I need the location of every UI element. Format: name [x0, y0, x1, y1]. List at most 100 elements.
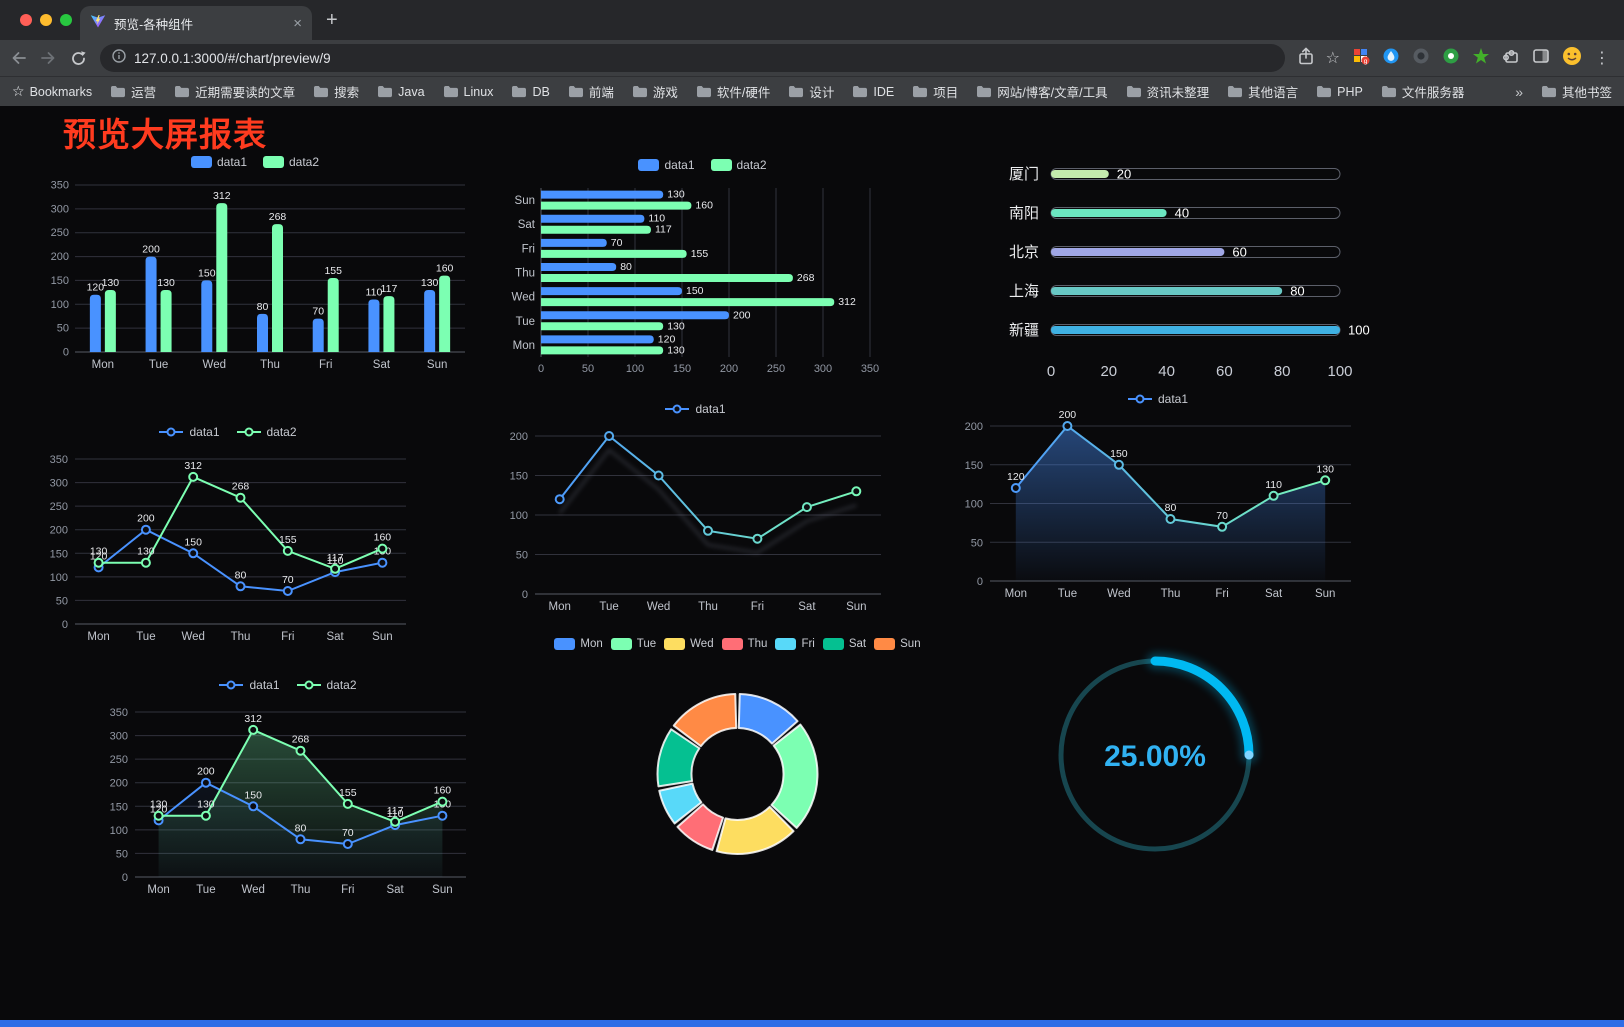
- bookmark-folder[interactable]: 项目: [912, 82, 958, 101]
- svg-text:150: 150: [244, 789, 262, 801]
- reload-button[interactable]: [70, 50, 87, 67]
- svg-text:Sun: Sun: [427, 359, 447, 371]
- svg-text:g: g: [1364, 58, 1368, 65]
- extension-icon-drop[interactable]: [1382, 47, 1400, 70]
- svg-text:312: 312: [213, 190, 231, 202]
- legend-item[interactable]: data1: [664, 402, 726, 416]
- horizontal-bar-chart[interactable]: 0 50 100 150 200 250 300 350 Mon 120 130 Tue 200 130 W…: [505, 154, 900, 379]
- bookmark-folder[interactable]: 网站/博客/文章/工具: [976, 82, 1108, 101]
- bookmark-folder[interactable]: 软件/硬件: [696, 82, 770, 101]
- extension-icon-grid[interactable]: g: [1352, 47, 1370, 70]
- browser-tab[interactable]: 预览-各种组件 ×: [80, 6, 312, 40]
- svg-text:100: 100: [51, 299, 69, 311]
- legend-item[interactable]: data1: [1127, 392, 1188, 406]
- svg-text:Wed: Wed: [181, 631, 204, 643]
- extensions-puzzle-icon[interactable]: [1502, 47, 1520, 70]
- traffic-light-minimize[interactable]: [40, 14, 52, 26]
- new-tab-button[interactable]: +: [326, 9, 338, 31]
- gradient-line-chart[interactable]: 0 50 100 150 200 Mon Tue Wed Thu Fri Sat Sun data1: [495, 398, 895, 616]
- area-line-chart[interactable]: 0 50 100 150 200 Mon Tue Wed Thu Fri Sat Sun 120 200 1…: [950, 388, 1365, 603]
- svg-text:25.00%: 25.00%: [1104, 740, 1206, 773]
- bookmark-star-icon[interactable]: ☆: [1325, 50, 1340, 67]
- svg-text:50: 50: [582, 363, 594, 375]
- gauge-chart[interactable]: 25.00%: [1040, 640, 1270, 870]
- svg-text:110: 110: [1265, 479, 1282, 491]
- svg-text:80: 80: [235, 569, 247, 581]
- svg-text:155: 155: [324, 265, 342, 277]
- traffic-light-fullscreen[interactable]: [60, 14, 72, 26]
- legend-item[interactable]: data2: [710, 158, 767, 172]
- legend-item[interactable]: Wed: [664, 638, 714, 650]
- chart-legend: data1 data2: [95, 678, 480, 692]
- bookmark-folder[interactable]: IDE: [852, 85, 894, 99]
- share-icon[interactable]: [1298, 47, 1314, 70]
- svg-text:130: 130: [1316, 463, 1334, 475]
- address-url[interactable]: 127.0.0.1:3000/#/chart/preview/9: [134, 50, 331, 66]
- svg-text:312: 312: [184, 460, 202, 472]
- bottom-accent-strip: [0, 1020, 1624, 1027]
- svg-text:Sat: Sat: [386, 884, 404, 896]
- svg-text:Mon: Mon: [1005, 588, 1027, 600]
- legend-item[interactable]: data1: [190, 155, 247, 169]
- bookmark-folder[interactable]: 运营: [110, 82, 156, 101]
- multi-line-chart[interactable]: 0 50 100 150 200 250 300 350 Mon Tue Wed Thu Fri Sat S…: [35, 421, 420, 646]
- traffic-light-close[interactable]: [20, 14, 32, 26]
- extension-icon-green-dot[interactable]: [1442, 47, 1460, 70]
- other-bookmarks-folder[interactable]: 其他书签: [1541, 82, 1612, 101]
- svg-text:110: 110: [387, 808, 404, 820]
- svg-text:70: 70: [611, 237, 623, 249]
- bookmark-folder[interactable]: PHP: [1316, 85, 1363, 99]
- bookmark-folder[interactable]: DB: [511, 85, 550, 99]
- bookmark-folder[interactable]: 其他语言: [1227, 82, 1298, 101]
- svg-text:100: 100: [1327, 363, 1352, 380]
- legend-item[interactable]: Thu: [721, 638, 767, 650]
- svg-text:300: 300: [110, 731, 128, 743]
- address-bar[interactable]: 127.0.0.1:3000/#/chart/preview/9: [100, 44, 1285, 72]
- svg-text:200: 200: [197, 766, 215, 778]
- bookmark-folder[interactable]: 前端: [568, 82, 614, 101]
- bookmark-folder[interactable]: 设计: [788, 82, 834, 101]
- grouped-bar-chart[interactable]: 0 50 100 150 200 250 300 350 Mon 120 130 Tue 200 130 W…: [35, 151, 475, 376]
- legend-item[interactable]: Sun: [874, 638, 921, 650]
- back-button[interactable]: [10, 50, 27, 66]
- legend-item[interactable]: Sat: [822, 638, 866, 650]
- legend-item[interactable]: data2: [236, 425, 297, 439]
- bookmark-folder[interactable]: 文件服务器: [1381, 82, 1464, 101]
- svg-text:200: 200: [110, 778, 128, 790]
- legend-item[interactable]: Fri: [775, 638, 815, 650]
- donut-chart[interactable]: Mon Tue Wed Thu Fri Sat Sun: [540, 634, 935, 974]
- folder-icon: [696, 86, 711, 98]
- bookmarks-overflow-chevron[interactable]: »: [1515, 83, 1523, 100]
- extension-icon-green-star[interactable]: [1472, 47, 1490, 70]
- legend-item[interactable]: data1: [638, 158, 695, 172]
- menu-kebab-icon[interactable]: ⋮: [1594, 50, 1610, 67]
- legend-item[interactable]: data2: [296, 678, 357, 692]
- bookmark-folder[interactable]: 游戏: [632, 82, 678, 101]
- tab-close-icon[interactable]: ×: [293, 14, 302, 32]
- bookmark-folder[interactable]: 资讯未整理: [1126, 82, 1209, 101]
- tab-favicon: [90, 13, 106, 34]
- legend-item[interactable]: Tue: [610, 638, 656, 650]
- legend-item[interactable]: data1: [158, 425, 220, 439]
- svg-text:160: 160: [434, 785, 452, 797]
- bookmark-folder[interactable]: 搜索: [313, 82, 359, 101]
- profile-avatar[interactable]: [1562, 46, 1582, 71]
- bookmark-folder[interactable]: Java: [377, 85, 425, 99]
- folder-icon: [1317, 86, 1332, 98]
- bookmark-folder[interactable]: Linux: [443, 85, 493, 99]
- bookmarks-home[interactable]: ☆ Bookmarks: [12, 83, 93, 99]
- folder-icon: [512, 86, 527, 98]
- bookmark-folder[interactable]: 近期需要读的文章: [174, 82, 295, 101]
- forward-button[interactable]: [40, 50, 57, 66]
- area-multi-line-chart[interactable]: 0 50 100 150 200 250 300 350 Mon Tue Wed Thu Fri Sat S…: [95, 674, 480, 899]
- extension-icon-lens[interactable]: [1412, 47, 1430, 70]
- progress-bar-chart[interactable]: 厦门 20 南阳 40 北京 60 上海 80 新疆 100 0 20 40 60 80 100: [995, 158, 1370, 398]
- side-panel-icon[interactable]: [1532, 47, 1550, 70]
- legend-item[interactable]: Mon: [554, 638, 603, 650]
- legend-item[interactable]: data2: [263, 155, 319, 169]
- site-info-icon[interactable]: [112, 48, 126, 68]
- legend-item[interactable]: data1: [218, 678, 280, 692]
- chart-legend: data1 data2: [35, 155, 475, 169]
- svg-text:Sun: Sun: [515, 195, 535, 207]
